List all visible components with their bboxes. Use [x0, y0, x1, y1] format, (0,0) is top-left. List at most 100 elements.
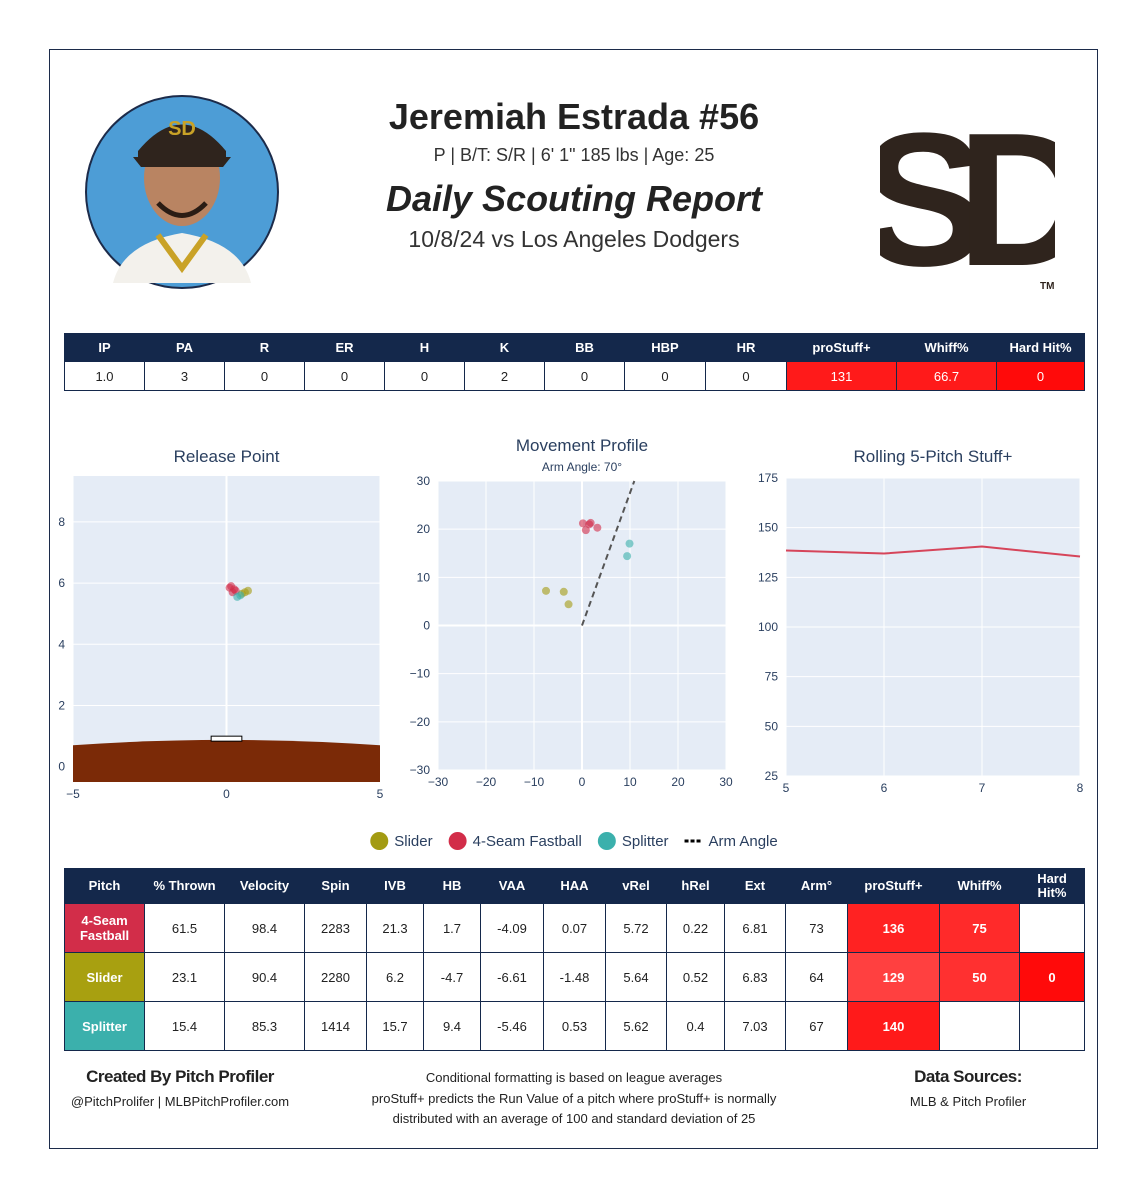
svg-text:SD: SD: [168, 118, 196, 140]
cell: -6.61: [480, 952, 544, 1002]
cell: 0: [705, 361, 787, 391]
player-name: Jeremiah Estrada #56: [388, 96, 760, 137]
chart-title: Rolling 5-Pitch Stuff+: [854, 447, 1013, 466]
cell: 5.64: [605, 952, 667, 1002]
cell: 85.3: [224, 1001, 305, 1051]
point: [585, 520, 594, 529]
cell: 0.22: [666, 903, 725, 953]
team-logo: SD TM: [880, 94, 1055, 295]
column-header: HBP: [624, 333, 706, 362]
point: [230, 585, 239, 594]
cell: 21.3: [366, 903, 424, 953]
column-header: H: [384, 333, 465, 362]
y-tick-label: 20: [417, 522, 431, 536]
cell: 75: [939, 903, 1020, 953]
cell: Slider: [64, 952, 145, 1002]
cell: [939, 1001, 1020, 1051]
cell: 1.7: [423, 903, 481, 953]
column-header: HR: [705, 333, 787, 362]
x-tick-label: 0: [579, 775, 586, 789]
cell: 1414: [304, 1001, 367, 1051]
point: [623, 552, 632, 561]
x-tick-label: −30: [428, 775, 449, 789]
column-header: ER: [304, 333, 385, 362]
footer-left-title: Created By Pitch Profiler: [86, 1067, 274, 1086]
row: 1.0 3 0 0 0 2 0 0 0 131 66.7 0: [64, 361, 1085, 391]
y-tick-label: 30: [417, 474, 431, 488]
chart-subtitle: Arm Angle: 70°: [542, 460, 622, 474]
rubber: [210, 735, 243, 742]
cell: 6.81: [724, 903, 786, 953]
arm-angle-line: [581, 480, 636, 626]
column-header: proStuff+: [786, 333, 897, 362]
cell: 0: [996, 361, 1085, 391]
cell: 0: [224, 361, 305, 391]
y-tick-label: 50: [765, 719, 779, 733]
cell: 2280: [304, 952, 367, 1002]
x-tick-label: −10: [524, 775, 545, 789]
x-tick-label: 20: [671, 775, 685, 789]
cell: 6.83: [724, 952, 786, 1002]
cell: 4-Seam Fastball: [64, 903, 145, 953]
cell: 98.4: [224, 903, 305, 953]
point: [593, 523, 602, 532]
legend-label: 4-Seam Fastball: [473, 833, 582, 850]
cell: 2283: [304, 903, 367, 953]
column-header: Velocity: [224, 868, 305, 904]
column-header: K: [464, 333, 545, 362]
cell: 5.72: [605, 903, 667, 953]
y-tick-label: −30: [410, 763, 431, 777]
column-header: PA: [144, 333, 225, 362]
cell: 6.2: [366, 952, 424, 1002]
y-tick-label: 0: [423, 619, 430, 633]
cell: -1.48: [543, 952, 606, 1002]
x-tick-label: 0: [223, 787, 230, 801]
x-tick-label: 8: [1077, 781, 1084, 795]
x-tick-label: 6: [881, 781, 888, 795]
footer-note: distributed with an average of 100 and s…: [392, 1111, 756, 1126]
game-info: 10/8/24 vs Los Angeles Dodgers: [408, 226, 740, 252]
y-tick-label: 25: [765, 769, 779, 783]
footer-notes: Conditional formatting is based on leagu…: [324, 1068, 824, 1130]
cell: 7.03: [724, 1001, 786, 1051]
cell: 3: [144, 361, 225, 391]
y-tick-label: −10: [410, 667, 431, 681]
cell: 0: [544, 361, 625, 391]
column-header: proStuff+: [847, 868, 940, 904]
cell: 136: [847, 903, 940, 953]
point: [236, 591, 245, 600]
column-header: R: [224, 333, 305, 362]
legend-swatch: [597, 832, 616, 850]
cell: -5.46: [480, 1001, 544, 1051]
cell: 0.07: [543, 903, 606, 953]
x-tick-label: 10: [623, 775, 637, 789]
column-header: hRel: [666, 868, 725, 904]
cell: 66.7: [896, 361, 997, 391]
cell: 129: [847, 952, 940, 1002]
point: [625, 539, 634, 548]
cell: 23.1: [144, 952, 225, 1002]
column-header: % Thrown: [144, 868, 225, 904]
cell: 64: [785, 952, 848, 1002]
footer-right-title: Data Sources:: [914, 1067, 1022, 1086]
column-header: VAA: [480, 868, 544, 904]
cell: 73: [785, 903, 848, 953]
x-tick-label: −5: [66, 787, 80, 801]
y-tick-label: 2: [58, 699, 65, 713]
legend-label: Arm Angle: [709, 833, 778, 850]
y-tick-label: 8: [58, 515, 65, 529]
cell: 50: [939, 952, 1020, 1002]
player-photo: SD: [85, 95, 279, 289]
legend-item: Splitter: [597, 832, 669, 850]
column-header: HB: [423, 868, 481, 904]
row: Splitter 15.4 85.3 1414 15.7 9.4 -5.46 0.53 5.62…: [64, 1001, 1085, 1051]
x-tick-label: 30: [719, 775, 733, 789]
cell: 15.7: [366, 1001, 424, 1051]
player-bio: P | B/T: S/R | 6' 1" 185 lbs | Age: 25: [433, 145, 715, 165]
mound: [73, 739, 380, 782]
header-row: Pitch% Thrown Velocity Spin IVB HB VAA HAA vRel…: [64, 868, 1085, 904]
header-row: IP PA R ER H K BB HBP HR proStuff+ Whiff% Hard Hit%: [64, 333, 1085, 362]
x-tick-label: 7: [979, 781, 986, 795]
